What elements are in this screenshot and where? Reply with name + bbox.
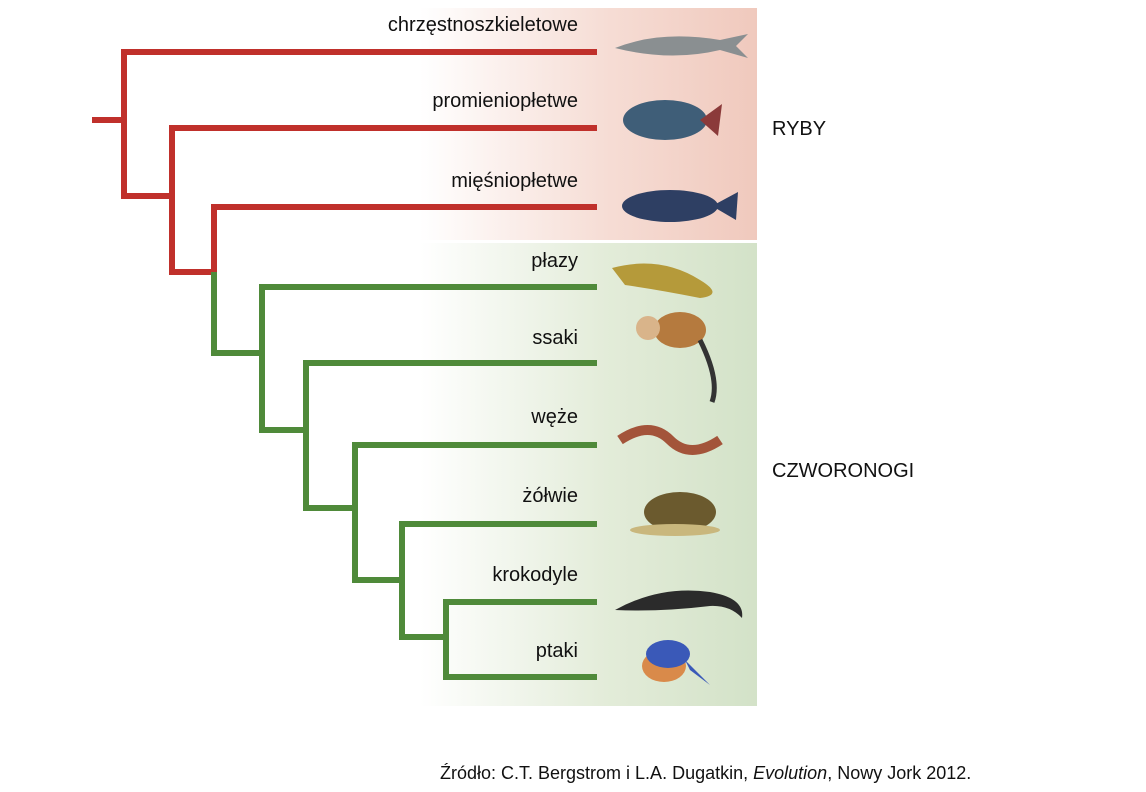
crocodile-icon bbox=[615, 590, 743, 618]
leaf-label: węże bbox=[530, 406, 578, 428]
leaf-labels: chrzęstnoszkieletowe promieniopłetwe mię… bbox=[388, 14, 578, 662]
source-suffix: , Nowy Jork 2012. bbox=[827, 763, 971, 783]
source-title: Evolution bbox=[753, 763, 827, 783]
snake-icon bbox=[617, 425, 723, 455]
red-branches bbox=[92, 49, 597, 275]
bird-icon bbox=[642, 640, 710, 685]
group-label: RYBY bbox=[772, 118, 826, 140]
ray-finned-fish-icon bbox=[623, 100, 722, 140]
leaf-label: krokodyle bbox=[492, 564, 578, 586]
leaf-label: płazy bbox=[531, 250, 578, 272]
leaf-label: mięśniopłetwe bbox=[451, 170, 578, 192]
coelacanth-icon bbox=[622, 190, 738, 222]
monkey-icon bbox=[636, 312, 717, 403]
leaf-label: chrzęstnoszkieletowe bbox=[388, 14, 578, 36]
shark-icon bbox=[615, 34, 748, 58]
leaf-label: ssaki bbox=[532, 327, 578, 349]
animal-icons bbox=[612, 34, 748, 685]
tetrapod-panel bbox=[420, 243, 757, 706]
source-caption: Źródło: C.T. Bergstrom i L.A. Dugatkin, … bbox=[440, 763, 971, 783]
leaf-label: promieniopłetwe bbox=[432, 90, 578, 112]
leaf-label: żółwie bbox=[522, 485, 578, 507]
group-label: CZWORONOGI bbox=[772, 460, 914, 482]
green-branches bbox=[211, 272, 597, 680]
salamander-icon bbox=[612, 263, 713, 298]
source-prefix: Źródło: C.T. Bergstrom i L.A. Dugatkin, bbox=[440, 763, 753, 783]
leaf-label: ptaki bbox=[536, 640, 578, 662]
turtle-icon bbox=[630, 492, 720, 536]
